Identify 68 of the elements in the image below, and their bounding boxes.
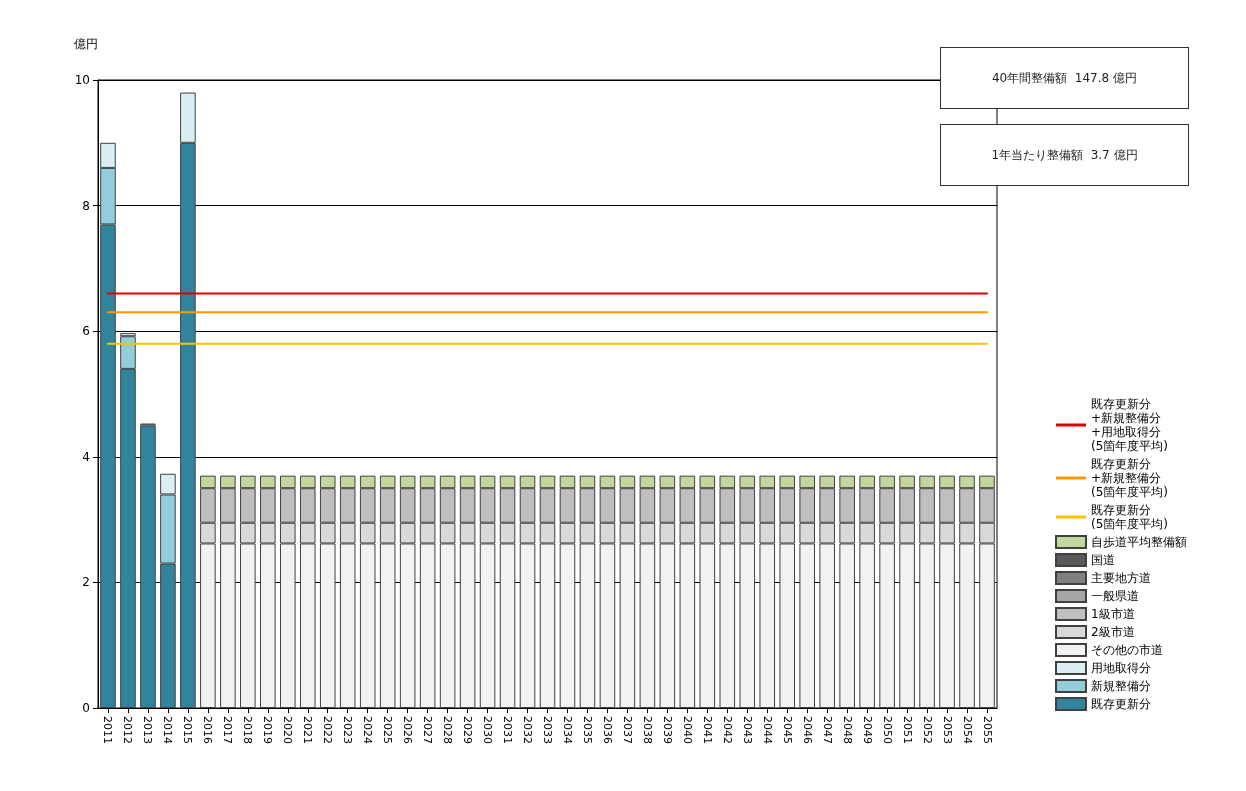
x-tick-label: 2024 bbox=[361, 716, 375, 744]
legend-label: 一般県道 bbox=[1091, 589, 1139, 603]
y-tick-label: 4 bbox=[82, 449, 90, 464]
legend-label: 用地取得分 bbox=[1091, 661, 1151, 675]
note-box: 1年当たり整備額 3.7 億円 bbox=[940, 124, 1189, 186]
x-tick-label: 2028 bbox=[441, 716, 455, 744]
x-tick-label: 2022 bbox=[321, 716, 335, 744]
legend-label: 1級市道 bbox=[1091, 607, 1135, 621]
x-tick-label: 2032 bbox=[521, 716, 535, 744]
legend-label: 主要地方道 bbox=[1091, 571, 1151, 585]
x-tick-label: 2039 bbox=[660, 716, 674, 744]
x-tick-label: 2052 bbox=[920, 716, 934, 744]
legend-label: 2級市道 bbox=[1091, 625, 1135, 639]
x-tick-label: 2053 bbox=[940, 716, 954, 744]
note-box: 40年間整備額 147.8 億円 bbox=[940, 47, 1189, 109]
y-tick-label: 0 bbox=[82, 701, 90, 715]
x-tick-label: 2038 bbox=[640, 716, 654, 744]
x-tick-label: 2047 bbox=[820, 716, 834, 744]
x-tick-label: 2020 bbox=[281, 716, 295, 744]
x-tick-label: 2030 bbox=[481, 716, 495, 744]
x-tick-label: 2015 bbox=[181, 716, 195, 744]
x-tick-label: 2027 bbox=[421, 716, 435, 744]
x-tick-label: 2040 bbox=[680, 716, 694, 744]
legend-label: その他の市道 bbox=[1091, 643, 1163, 657]
x-tick-label: 2017 bbox=[221, 716, 235, 744]
legend-label: 既存更新分 +新規整備分 +用地取得分 (5箇年度平均) bbox=[1091, 397, 1168, 453]
x-tick-label: 2018 bbox=[241, 716, 255, 744]
y-tick-label: 2 bbox=[82, 575, 90, 590]
legend-label: 自歩道平均整備額 bbox=[1091, 535, 1187, 549]
x-tick-label: 2051 bbox=[900, 716, 914, 744]
x-tick-label: 2013 bbox=[141, 716, 155, 744]
legend-label: 新規整備分 bbox=[1091, 679, 1151, 693]
x-tick-label: 2043 bbox=[740, 716, 754, 744]
x-tick-label: 2046 bbox=[800, 716, 814, 744]
legend-label: 既存更新分 +新規整備分 (5箇年度平均) bbox=[1091, 457, 1168, 499]
x-tick-label: 2034 bbox=[560, 716, 574, 744]
y-axis-title: 億円 bbox=[74, 37, 98, 51]
y-tick-label: 10 bbox=[74, 73, 90, 87]
x-tick-label: 2044 bbox=[760, 716, 774, 744]
x-tick-label: 2033 bbox=[541, 716, 554, 744]
bar bbox=[140, 425, 156, 708]
legend-label: 国道 bbox=[1091, 553, 1115, 567]
legend-label: 既存更新分 (5箇年度平均) bbox=[1091, 503, 1168, 531]
x-tick-label: 2031 bbox=[501, 716, 515, 744]
x-tick-label: 2019 bbox=[261, 716, 275, 744]
x-tick-label: 2041 bbox=[700, 716, 714, 744]
x-tick-label: 2016 bbox=[201, 716, 215, 744]
x-tick-label: 2055 bbox=[980, 716, 994, 744]
legend-label: 既存更新分 bbox=[1091, 697, 1151, 711]
x-tick-label: 2023 bbox=[341, 716, 355, 744]
x-tick-label: 2050 bbox=[880, 716, 894, 744]
x-tick-label: 2042 bbox=[720, 716, 734, 744]
x-tick-label: 2048 bbox=[840, 716, 854, 744]
x-tick-label: 2049 bbox=[860, 716, 874, 744]
y-tick-label: 6 bbox=[82, 324, 90, 339]
y-tick-label: 8 bbox=[82, 198, 90, 213]
x-tick-label: 2012 bbox=[121, 716, 135, 744]
x-tick-label: 2021 bbox=[301, 716, 315, 744]
x-tick-label: 2029 bbox=[461, 716, 475, 744]
x-tick-label: 2054 bbox=[960, 716, 974, 744]
x-tick-label: 2045 bbox=[780, 716, 794, 744]
x-tick-label: 2014 bbox=[161, 716, 175, 744]
x-tick-label: 2035 bbox=[580, 716, 594, 744]
x-tick-label: 2026 bbox=[401, 716, 415, 744]
x-tick-label: 2037 bbox=[620, 716, 634, 744]
x-tick-label: 2025 bbox=[381, 716, 395, 744]
x-tick-label: 2036 bbox=[600, 716, 614, 744]
x-tick-label: 2011 bbox=[101, 716, 115, 744]
